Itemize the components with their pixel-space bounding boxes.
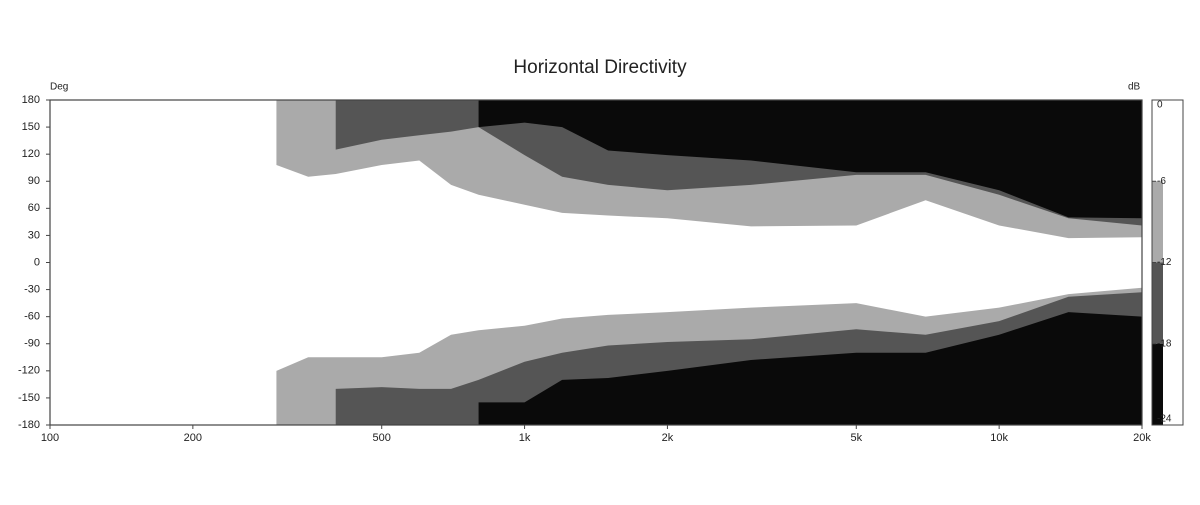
y-tick-label: 150 [22, 121, 40, 133]
x-tick-label: 200 [184, 432, 202, 444]
colorbar-band [1152, 181, 1163, 263]
colorbar-band [1152, 343, 1163, 425]
x-tick-label: 10k [990, 432, 1008, 444]
x-tick-label: 5k [850, 432, 862, 444]
contour-region [478, 312, 1143, 425]
y-tick-label: 90 [28, 175, 40, 187]
x-tick-label: 20k [1133, 432, 1151, 444]
contour-region [478, 100, 1143, 219]
y-tick-label: -30 [24, 283, 40, 295]
y-tick-label: 0 [34, 256, 40, 268]
x-tick-label: 1k [519, 432, 531, 444]
y-tick-label: -180 [18, 419, 40, 431]
y-tick-label: 120 [22, 148, 40, 160]
y-tick-label: -150 [18, 392, 40, 404]
x-tick-label: 500 [373, 432, 391, 444]
y-tick-label: 180 [22, 94, 40, 106]
colorbar-tick-label: -18 [1157, 338, 1172, 349]
y-tick-label: -90 [24, 338, 40, 350]
x-tick-label: 2k [662, 432, 674, 444]
colorbar-band [1152, 100, 1163, 182]
colorbar-tick-label: -12 [1157, 257, 1172, 268]
y-tick-label: -120 [18, 365, 40, 377]
colorbar-tick-label: -24 [1157, 414, 1172, 425]
y-tick-label: 30 [28, 229, 40, 241]
chart-title: Horizontal Directivity [513, 57, 687, 78]
x-tick-label: 100 [41, 432, 59, 444]
colorbar-tick-label: 0 [1157, 100, 1163, 111]
colorbar-band [1152, 262, 1163, 344]
y-tick-label: -60 [24, 311, 40, 323]
colorbar-tick-label: -6 [1157, 176, 1166, 187]
y-tick-label: 60 [28, 202, 40, 214]
y-axis-label: Deg [50, 82, 68, 93]
colorbar-label: dB [1128, 82, 1141, 93]
